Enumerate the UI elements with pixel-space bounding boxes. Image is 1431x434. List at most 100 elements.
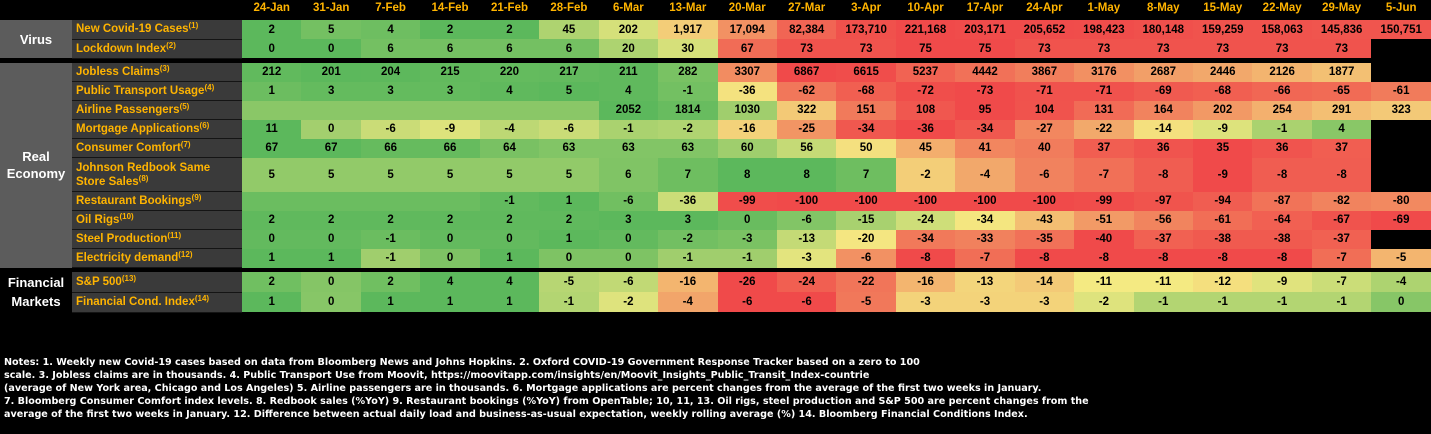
- heatmap-cell: 2: [242, 20, 302, 39]
- heatmap-cell: -6: [836, 248, 896, 268]
- heatmap-cell: -36: [717, 81, 777, 101]
- column-date-label: 24-Jan: [253, 2, 290, 14]
- heatmap-cell: -7: [955, 248, 1015, 268]
- heatmap-cell: 1: [539, 229, 599, 249]
- group-label: Real Economy: [0, 62, 72, 268]
- heatmap-cell: -34: [955, 119, 1015, 139]
- heatmap-cell: 36: [1252, 138, 1312, 158]
- table-row: Steel Production(11) 0 0 -1 0 0 1 0 -2 -3 -13 -20 -3…: [0, 229, 1431, 249]
- heatmap-cell: -8: [1014, 248, 1075, 268]
- heatmap-cell: -4: [1371, 272, 1431, 292]
- row-label: Airline Passengers(5): [72, 100, 243, 120]
- heatmap-cell: -100: [895, 191, 956, 211]
- heatmap-cell: 221,168: [895, 20, 956, 39]
- heatmap-cell: 2: [420, 20, 480, 39]
- heatmap-cell: -14: [1014, 272, 1075, 292]
- heatmap-cell: -1: [360, 229, 421, 249]
- heatmap-cell: 73: [1252, 39, 1312, 58]
- heatmap-cell: [242, 100, 302, 120]
- heatmap-cell: 11: [242, 119, 302, 139]
- heatmap-cell: 203,171: [955, 20, 1015, 39]
- heatmap-cell: 158,063: [1252, 20, 1312, 39]
- heatmap-cell: -8: [1311, 157, 1372, 192]
- heatmap-cell: 63: [658, 138, 718, 158]
- heatmap-cell: 4: [598, 81, 659, 101]
- heatmap-cell: 66: [360, 138, 421, 158]
- heatmap-cell: -68: [836, 81, 896, 101]
- heatmap-cell: 5: [539, 81, 599, 101]
- heatmap-cell: 205,652: [1014, 20, 1075, 39]
- heatmap-table: 24-Jan 31-Jan 7-Feb 14-Feb 21-Feb 28-Feb 6-Mar…: [0, 2, 1431, 313]
- heatmap-cell: -3: [1014, 292, 1075, 312]
- heatmap-cell: -8: [1252, 248, 1312, 268]
- row-label: Public Transport Usage(4): [72, 81, 243, 101]
- column-date-label: 20-Mar: [728, 2, 766, 14]
- heatmap-cell: -26: [717, 272, 777, 292]
- heatmap-cell: 1814: [658, 100, 718, 120]
- column-date-label: 29-May: [1322, 2, 1362, 14]
- heatmap-cell: 67: [301, 138, 361, 158]
- heatmap-cell: 6: [360, 39, 421, 58]
- heatmap-cell: 0: [479, 229, 540, 249]
- heatmap-cell: [1371, 138, 1431, 158]
- note-line: scale. 3. Jobless claims are in thousand…: [4, 370, 870, 381]
- heatmap-cell: -43: [1014, 210, 1075, 230]
- heatmap-cell: 151: [836, 100, 896, 120]
- heatmap-cell: 4: [420, 272, 480, 292]
- heatmap-cell: -6: [776, 292, 837, 312]
- heatmap-cell: 198,423: [1074, 20, 1134, 39]
- heatmap-cell: -6: [360, 119, 421, 139]
- heatmap-cell: 56: [776, 138, 837, 158]
- row-label: Mortgage Applications(6): [72, 119, 243, 139]
- heatmap-cell: -2: [598, 292, 659, 312]
- heatmap-cell: -87: [1252, 191, 1312, 211]
- heatmap-cell: 30: [658, 39, 718, 58]
- heatmap-cell: 2: [360, 272, 421, 292]
- heatmap-cell: -73: [955, 81, 1015, 101]
- heatmap-cell: 2: [420, 210, 480, 230]
- heatmap-cell: -4: [479, 119, 540, 139]
- heatmap-cell: -13: [955, 272, 1015, 292]
- heatmap-cell: -16: [658, 272, 718, 292]
- heatmap-cell: -38: [1252, 229, 1312, 249]
- heatmap-cell: -5: [836, 292, 896, 312]
- heatmap-cell: 0: [420, 229, 480, 249]
- heatmap-cell: 95: [955, 100, 1015, 120]
- heatmap-cell: 0: [301, 292, 361, 312]
- heatmap-cell: 4: [360, 20, 421, 39]
- heatmap-cell: 211: [598, 62, 659, 82]
- group-label: Financial Markets: [0, 272, 72, 312]
- heatmap-cell: -6: [598, 272, 659, 292]
- row-label: New Covid-19 Cases(1): [72, 20, 243, 40]
- heatmap-cell: -7: [1311, 248, 1372, 268]
- heatmap-cell: 1877: [1311, 62, 1372, 82]
- column-date-label: 6-Mar: [613, 2, 644, 14]
- heatmap-cell: 6: [420, 39, 480, 58]
- heatmap-cell: [420, 100, 480, 120]
- heatmap-cell: 0: [242, 39, 302, 58]
- heatmap-cell: [301, 100, 361, 120]
- row-label: Oil Rigs(10): [72, 210, 243, 230]
- heatmap-cell: -56: [1133, 210, 1194, 230]
- heatmap-cell: -1: [539, 292, 599, 312]
- heatmap-cell: 73: [1311, 39, 1372, 58]
- heatmap-cell: 6615: [836, 62, 896, 82]
- heatmap-cell: -22: [836, 272, 896, 292]
- heatmap-cell: -6: [598, 191, 659, 211]
- heatmap-cell: -99: [1074, 191, 1134, 211]
- row-label: Consumer Comfort(7): [72, 138, 243, 158]
- heatmap-cell: 202: [1193, 100, 1253, 120]
- heatmap-cell: -1: [360, 248, 421, 268]
- heatmap-cell: 82,384: [776, 20, 837, 39]
- heatmap-cell: -9: [1193, 157, 1253, 192]
- heatmap-cell: 1030: [717, 100, 777, 120]
- heatmap-cell: 212: [242, 62, 302, 82]
- heatmap-cell: 2: [360, 210, 421, 230]
- column-date-label: 1-May: [1087, 2, 1121, 14]
- heatmap-cell: -25: [776, 119, 837, 139]
- note-line: 7. Bloomberg Consumer Comfort index leve…: [4, 396, 1089, 407]
- heatmap-cell: 1: [360, 292, 421, 312]
- heatmap-cell: 1: [479, 248, 540, 268]
- heatmap-cell: 63: [598, 138, 659, 158]
- heatmap-cell: 8: [776, 157, 837, 192]
